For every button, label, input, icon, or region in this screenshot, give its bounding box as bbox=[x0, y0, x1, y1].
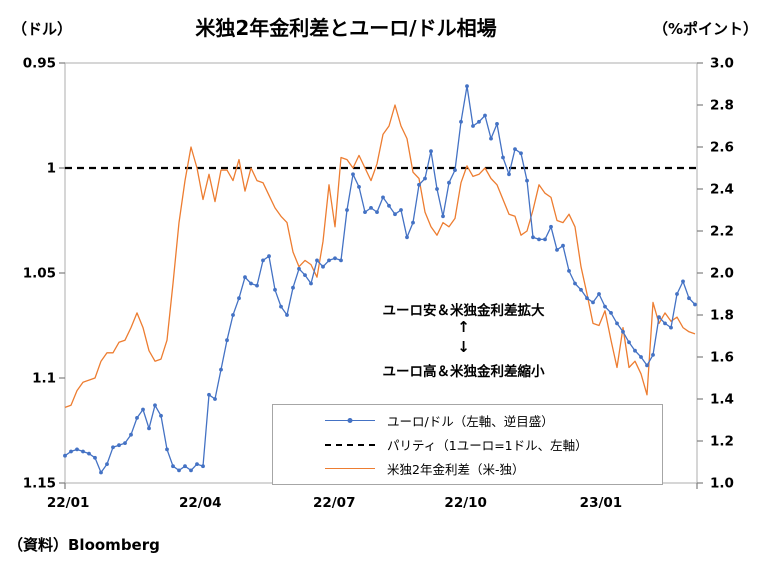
svg-text:2.0: 2.0 bbox=[710, 266, 734, 282]
legend-label: ユーロ/ドル（左軸、逆目盛） bbox=[387, 414, 554, 430]
svg-text:0.95: 0.95 bbox=[23, 56, 56, 72]
svg-text:1.0: 1.0 bbox=[710, 476, 734, 492]
svg-text:3.0: 3.0 bbox=[710, 56, 734, 72]
annotation-euro-strong: ユーロ高＆米独金利差縮小 bbox=[382, 364, 545, 380]
eur-usd-line-swatch-icon bbox=[325, 417, 375, 423]
annotation-euro-weak: ユーロ安＆米独金利差拡大 bbox=[382, 303, 545, 319]
svg-text:22/07: 22/07 bbox=[313, 495, 356, 511]
down-arrow-icon: ↓ bbox=[457, 338, 470, 356]
svg-text:1.15: 1.15 bbox=[23, 476, 56, 492]
legend-item-parity: パリティ（1ユーロ=1ドル、左軸） bbox=[325, 433, 662, 457]
parity-dashed-swatch-icon bbox=[325, 443, 375, 446]
svg-text:22/10: 22/10 bbox=[444, 495, 487, 511]
svg-text:1.4: 1.4 bbox=[710, 392, 734, 408]
legend-item-spread: 米独2年金利差（米-独） bbox=[325, 456, 662, 480]
svg-text:22/04: 22/04 bbox=[179, 495, 222, 511]
svg-text:1.2: 1.2 bbox=[710, 434, 734, 450]
svg-text:1.8: 1.8 bbox=[710, 308, 734, 324]
chart-legend: ユーロ/ドル（左軸、逆目盛） パリティ（1ユーロ=1ドル、左軸） 米独2年金利差… bbox=[272, 404, 663, 485]
svg-text:2.6: 2.6 bbox=[710, 140, 734, 156]
left-axis-unit-label: （ドル） bbox=[12, 20, 73, 38]
legend-label: パリティ（1ユーロ=1ドル、左軸） bbox=[387, 438, 588, 453]
svg-text:1.05: 1.05 bbox=[23, 266, 56, 282]
legend-item-eur-usd: ユーロ/ドル（左軸、逆目盛） bbox=[325, 409, 662, 433]
svg-text:1.1: 1.1 bbox=[32, 371, 56, 387]
svg-text:23/01: 23/01 bbox=[580, 495, 623, 511]
svg-text:1.6: 1.6 bbox=[710, 350, 734, 366]
svg-text:22/01: 22/01 bbox=[47, 495, 90, 511]
right-axis-unit-label: （%ポイント） bbox=[652, 20, 758, 38]
chart-title: 米独2年金利差とユーロ/ドル相場 bbox=[195, 16, 497, 40]
svg-text:2.4: 2.4 bbox=[710, 182, 734, 198]
spread-line-swatch-icon bbox=[325, 467, 375, 469]
svg-text:1: 1 bbox=[47, 161, 56, 177]
up-arrow-icon: ↑ bbox=[457, 318, 470, 336]
legend-label: 米独2年金利差（米-独） bbox=[387, 461, 525, 477]
svg-text:2.2: 2.2 bbox=[710, 224, 734, 240]
source-note: （資料）Bloomberg bbox=[8, 536, 160, 554]
svg-text:2.8: 2.8 bbox=[710, 98, 734, 114]
